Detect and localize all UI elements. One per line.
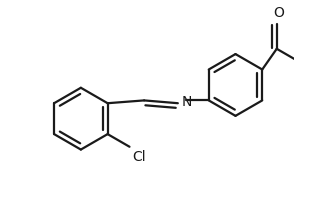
Text: O: O xyxy=(274,6,285,20)
Text: N: N xyxy=(181,95,192,109)
Text: Cl: Cl xyxy=(132,149,145,164)
